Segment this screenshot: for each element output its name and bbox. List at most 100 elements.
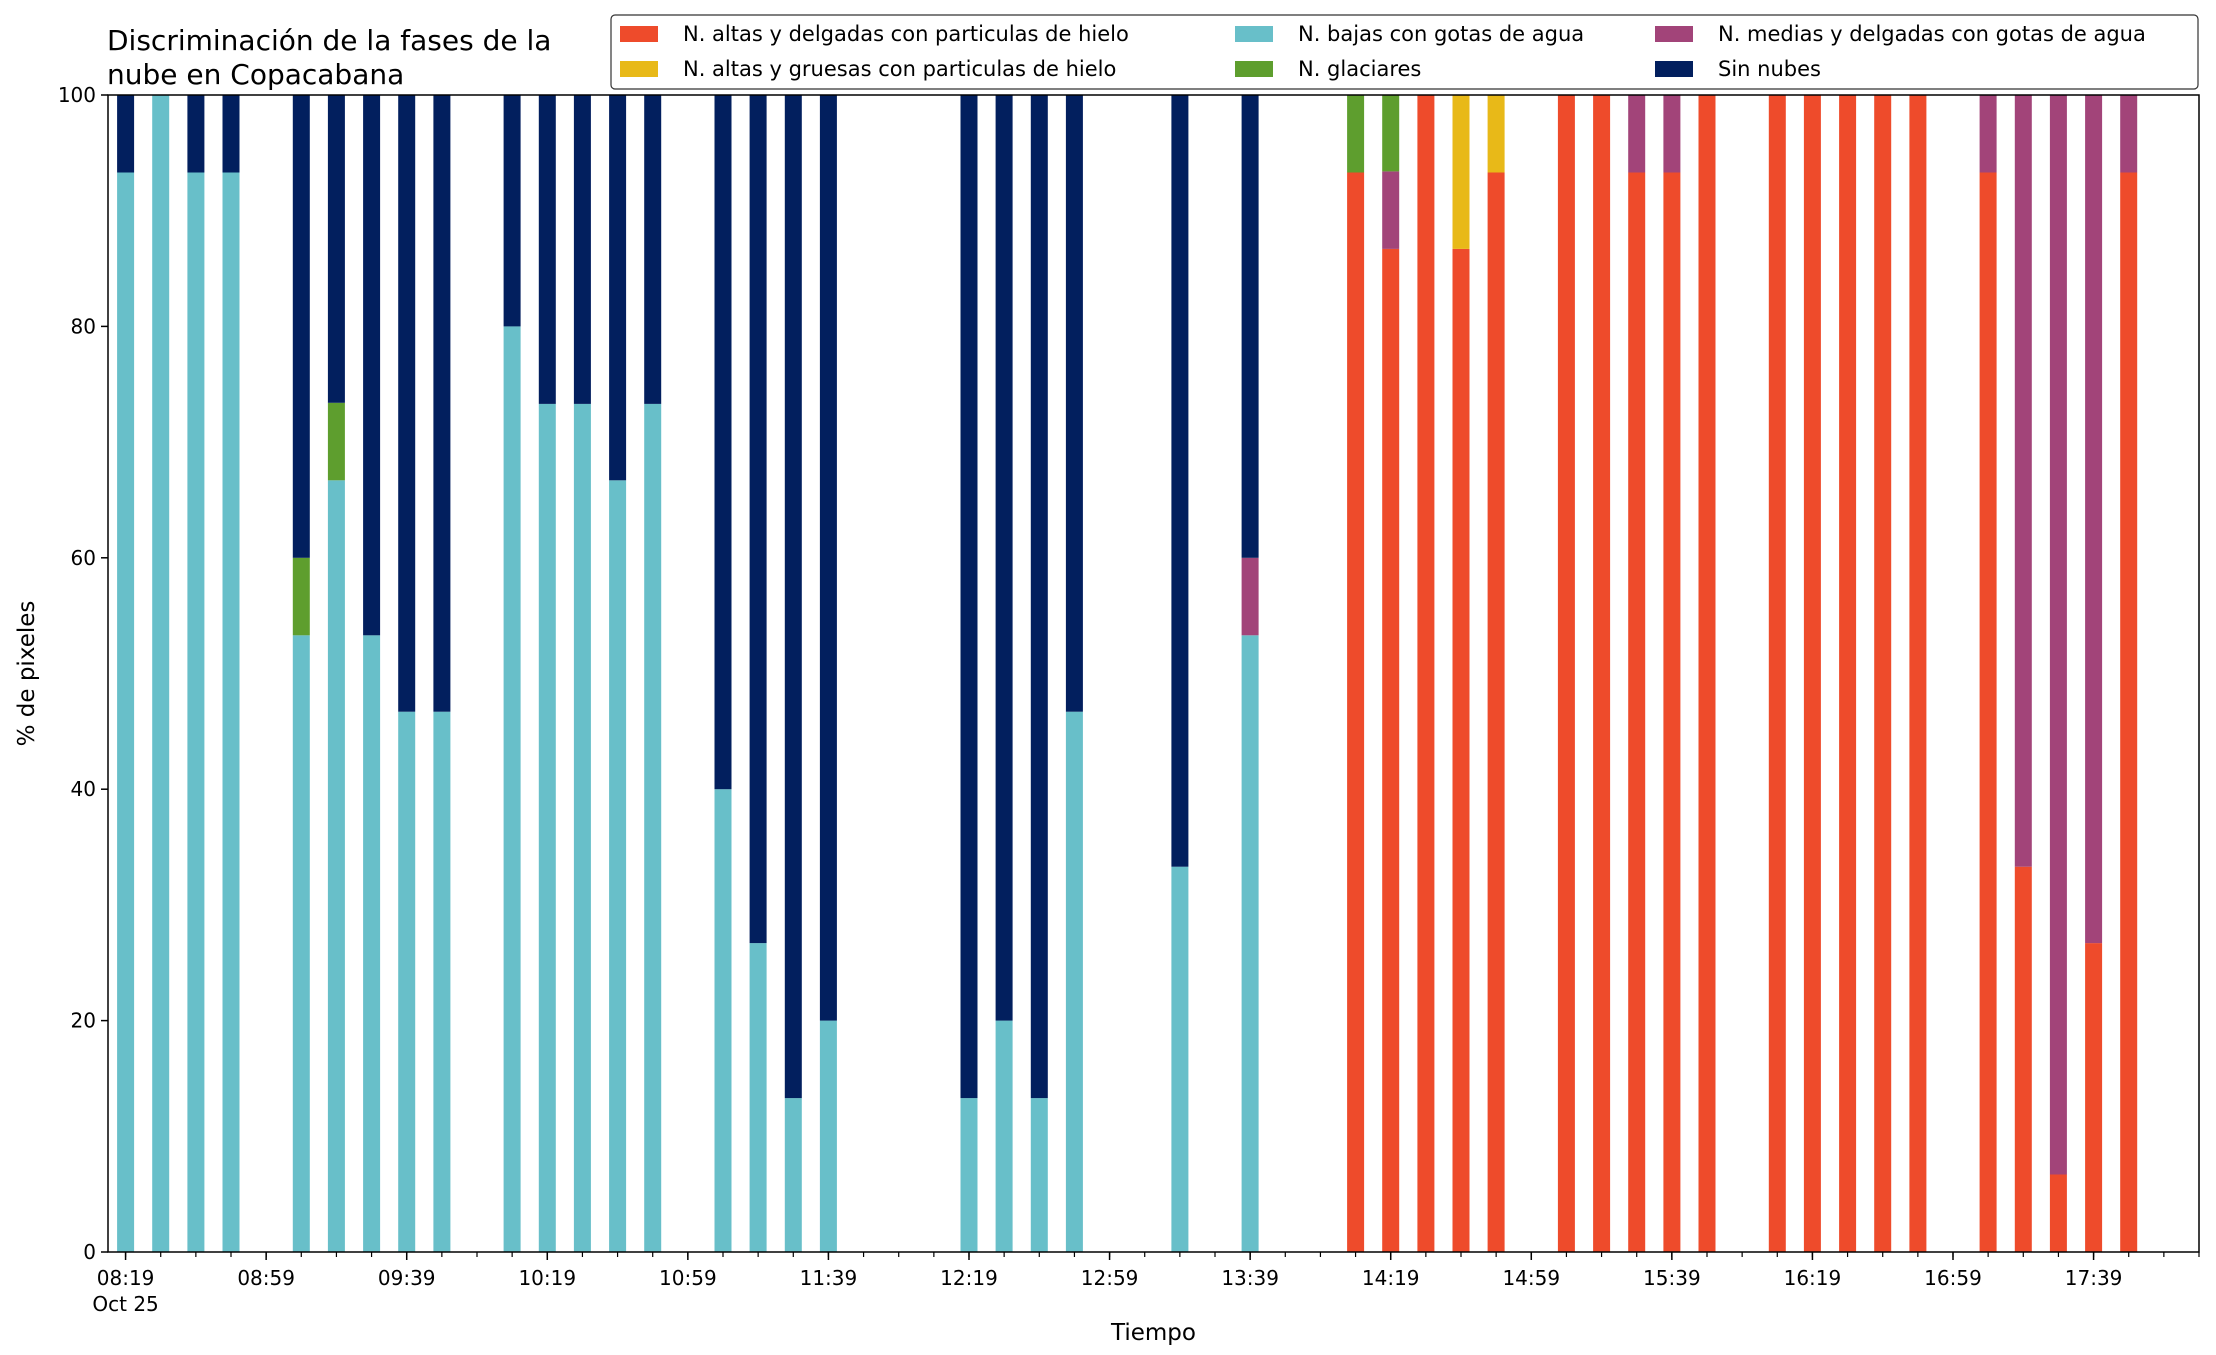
- bar-1039-sin_nubes: [609, 95, 627, 481]
- bar-1729-medias_agua: [2049, 95, 2067, 1175]
- bar-1339-bajas_agua: [1241, 635, 1259, 1252]
- legend-label-medias_agua: N. medias y delgadas con gotas de agua: [1718, 22, 2146, 46]
- bar-1509-hielo_delgadas: [1557, 95, 1575, 1252]
- x-tick-label: 08:19: [97, 1266, 155, 1290]
- bar-0929-sin_nubes: [363, 95, 381, 636]
- bar-1439-hielo_gruesas: [1452, 95, 1470, 249]
- bar-1339-sin_nubes: [1241, 95, 1259, 558]
- bar-1449-hielo_gruesas: [1487, 95, 1505, 173]
- bar-1609-hielo_delgadas: [1768, 95, 1786, 1252]
- bar-1719-hielo_delgadas: [2014, 866, 2032, 1252]
- x-tick-label: 17:39: [2065, 1266, 2123, 1290]
- x-tick-label: 08:59: [237, 1266, 295, 1290]
- bar-1019-sin_nubes: [538, 95, 556, 404]
- x-tick-label: 12:19: [940, 1266, 998, 1290]
- bar-1419-medias_agua: [1382, 171, 1400, 249]
- bar-1229-bajas_agua: [995, 1020, 1013, 1252]
- legend-label-hielo_gruesas: N. altas y gruesas con particulas de hie…: [683, 57, 1116, 81]
- y-tick-label: 20: [71, 1009, 96, 1033]
- legend: N. altas y delgadas con particulas de hi…: [610, 14, 2199, 90]
- bar-1119-bajas_agua: [749, 943, 767, 1252]
- bar-1429-hielo_delgadas: [1417, 95, 1435, 1252]
- bar-0939-sin_nubes: [398, 95, 416, 712]
- bar-1019-bajas_agua: [538, 403, 556, 1252]
- bar-0919-sin_nubes: [327, 95, 345, 403]
- bar-1119-sin_nubes: [749, 95, 767, 944]
- bar-1049-bajas_agua: [644, 403, 662, 1252]
- bar-0919-bajas_agua: [327, 480, 345, 1252]
- bar-1049-sin_nubes: [644, 95, 662, 404]
- bar-1029-sin_nubes: [573, 95, 591, 404]
- plot-frame: [107, 94, 2200, 1253]
- x-tick-label: 10:19: [518, 1266, 576, 1290]
- bar-1039-bajas_agua: [609, 480, 627, 1252]
- bar-0949-sin_nubes: [433, 95, 451, 712]
- x-tick-label: 16:19: [1784, 1266, 1842, 1290]
- legend-swatch-hielo_gruesas: [620, 61, 658, 77]
- bar-1249-bajas_agua: [1065, 711, 1083, 1252]
- bar-1729-hielo_delgadas: [2049, 1174, 2067, 1252]
- bar-1219-sin_nubes: [960, 95, 978, 1099]
- bar-0909-glaciares: [292, 557, 310, 636]
- bar-1719-medias_agua: [2014, 95, 2032, 867]
- bar-0909-bajas_agua: [292, 635, 310, 1252]
- bar-1029-bajas_agua: [573, 403, 591, 1252]
- y-tick-label: 60: [71, 546, 96, 570]
- bar-1449-hielo_delgadas: [1487, 172, 1505, 1252]
- bar-0819-sin_nubes: [117, 95, 135, 173]
- legend-swatch-bajas_agua: [1235, 26, 1273, 42]
- legend-swatch-sin_nubes: [1655, 61, 1693, 77]
- bar-1229-sin_nubes: [995, 95, 1013, 1021]
- legend-label-sin_nubes: Sin nubes: [1718, 57, 1821, 81]
- bar-1439-hielo_delgadas: [1452, 248, 1470, 1252]
- bar-1749-hielo_delgadas: [2120, 172, 2138, 1252]
- bar-1529-medias_agua: [1628, 95, 1646, 173]
- bar-1709-hielo_delgadas: [1979, 172, 1997, 1252]
- x-tick-label: 16:59: [1924, 1266, 1982, 1290]
- bar-0849-sin_nubes: [222, 95, 240, 173]
- bar-1319-bajas_agua: [1171, 866, 1189, 1252]
- bar-1009-sin_nubes: [503, 95, 521, 327]
- bar-1649-hielo_delgadas: [1909, 95, 1927, 1252]
- bar-1129-sin_nubes: [784, 95, 802, 1099]
- legend-swatch-glaciares: [1235, 61, 1273, 77]
- bar-1629-hielo_delgadas: [1839, 95, 1857, 1252]
- bar-0929-bajas_agua: [363, 635, 381, 1252]
- x-tick-label: 10:59: [659, 1266, 717, 1290]
- bars-layer: [117, 95, 2138, 1252]
- bar-1249-sin_nubes: [1065, 95, 1083, 712]
- bar-0919-glaciares: [327, 402, 345, 481]
- bar-0819-bajas_agua: [117, 172, 135, 1252]
- x-tick-label: 14:59: [1502, 1266, 1560, 1290]
- bar-1419-hielo_delgadas: [1382, 248, 1400, 1252]
- bar-1519-hielo_delgadas: [1593, 95, 1611, 1252]
- bar-0909-sin_nubes: [292, 95, 310, 558]
- x-tick-label: 13:39: [1221, 1266, 1279, 1290]
- bar-1549-hielo_delgadas: [1698, 95, 1716, 1252]
- bar-0829-bajas_agua: [152, 95, 170, 1252]
- bar-0939-bajas_agua: [398, 711, 416, 1252]
- x-axis-label: Tiempo: [1110, 1320, 1196, 1346]
- legend-swatch-hielo_delgadas: [620, 26, 658, 42]
- bar-1739-hielo_delgadas: [2085, 943, 2103, 1252]
- chart-title-line: nube en Copacabana: [107, 58, 404, 91]
- legend-swatch-medias_agua: [1655, 26, 1693, 42]
- bar-1619-hielo_delgadas: [1803, 95, 1821, 1252]
- bar-1749-medias_agua: [2120, 95, 2138, 173]
- y-axis: 0 20 40 60 80 100: [58, 83, 108, 1264]
- legend-label-hielo_delgadas: N. altas y delgadas con particulas de hi…: [683, 22, 1129, 46]
- bar-0849-bajas_agua: [222, 172, 240, 1252]
- bar-1109-sin_nubes: [714, 95, 732, 790]
- bar-1239-sin_nubes: [1030, 95, 1048, 1099]
- bar-1539-medias_agua: [1663, 95, 1681, 173]
- legend-label-bajas_agua: N. bajas con gotas de agua: [1298, 22, 1584, 46]
- bar-1109-bajas_agua: [714, 789, 732, 1252]
- y-tick-label: 0: [83, 1240, 96, 1264]
- bar-1139-sin_nubes: [819, 95, 837, 1021]
- bar-1219-bajas_agua: [960, 1098, 978, 1252]
- bar-1239-bajas_agua: [1030, 1098, 1048, 1252]
- legend-label-glaciares: N. glaciares: [1298, 57, 1421, 81]
